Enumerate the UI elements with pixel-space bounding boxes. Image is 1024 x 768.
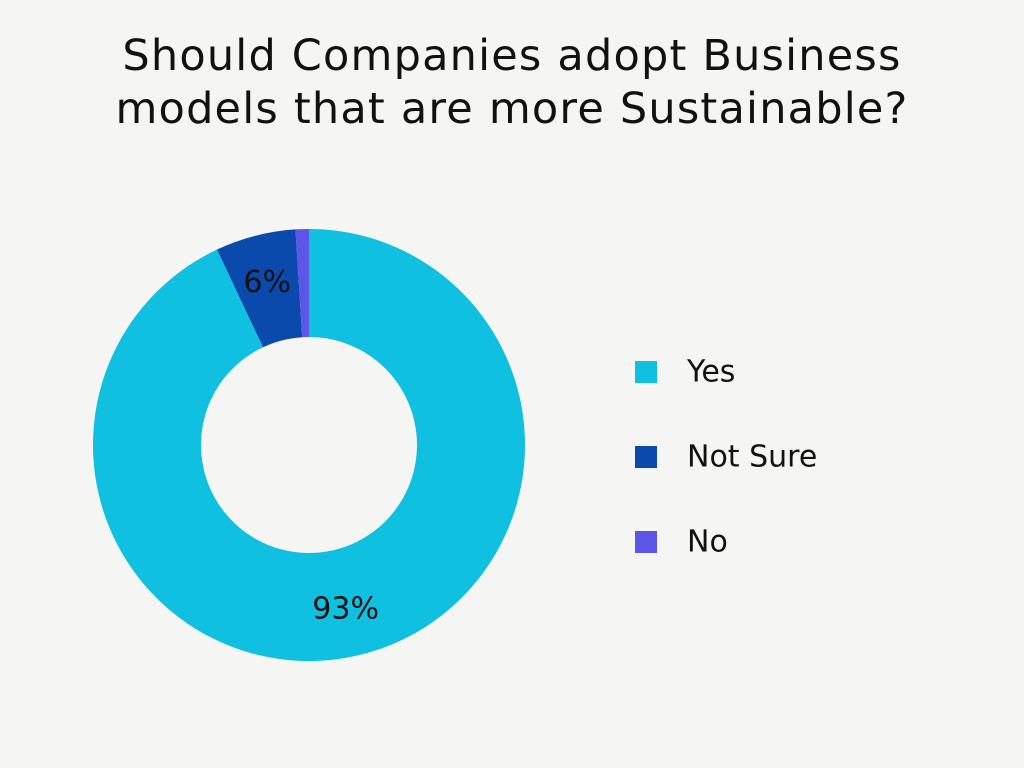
- legend-label-not-sure: Not Sure: [687, 440, 817, 475]
- legend-label-no: No: [687, 525, 728, 560]
- chart-title: Should Companies adopt Business models t…: [0, 30, 1024, 136]
- chart-title-line-1: Should Companies adopt Business: [122, 31, 902, 81]
- slice-not-sure: [217, 229, 303, 348]
- slice-labels: 93% 6%: [243, 265, 379, 627]
- slice-label-yes: 93%: [312, 591, 379, 626]
- legend-swatch-not-sure: [635, 446, 657, 468]
- legend-label-yes: Yes: [686, 355, 735, 390]
- chart-legend: Yes Not Sure No: [635, 355, 817, 560]
- slice-label-not-sure: 6%: [243, 265, 291, 300]
- chart-title-line-2: models that are more Sustainable?: [115, 84, 909, 134]
- legend-swatch-no: [635, 531, 657, 553]
- slice-no: [295, 229, 309, 338]
- legend-swatch-yes: [635, 361, 657, 383]
- slice-yes: [93, 229, 526, 661]
- donut-slices: [93, 229, 526, 661]
